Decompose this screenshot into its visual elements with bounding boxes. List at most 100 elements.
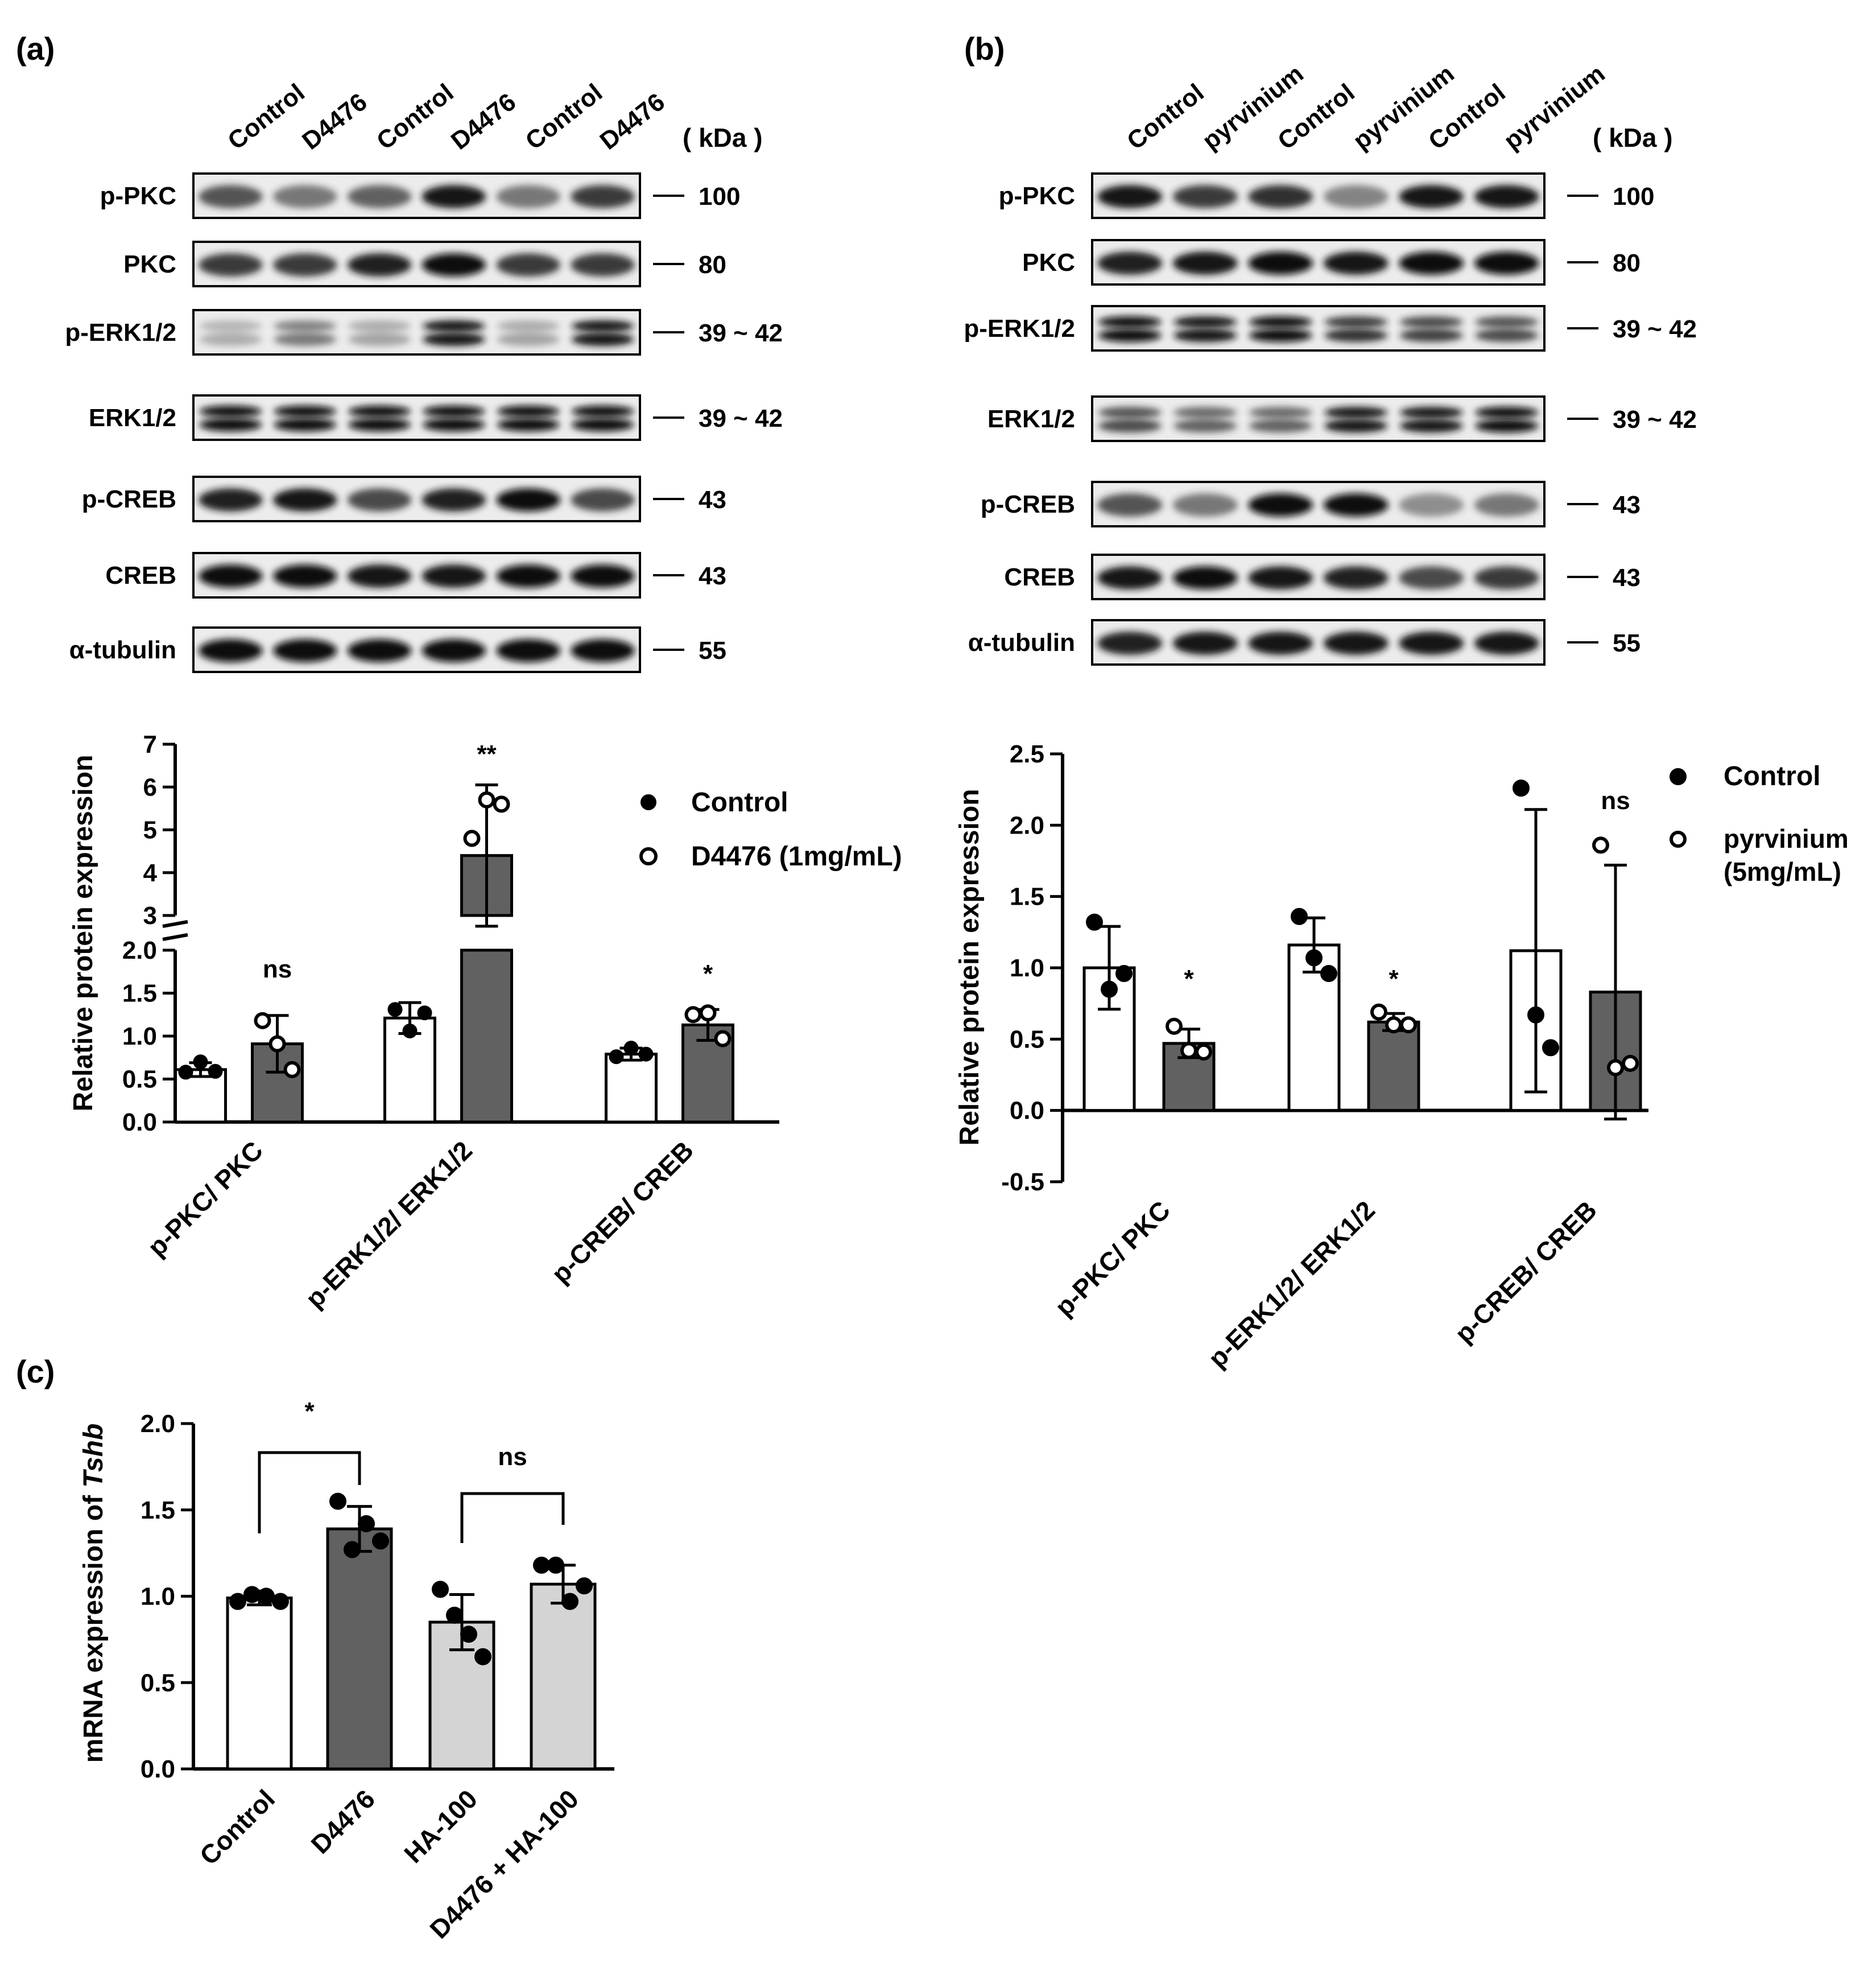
bar [1367,1020,1420,1112]
data-point [547,1556,564,1574]
band [496,639,561,662]
data-point [402,1023,418,1038]
band [199,564,263,588]
blot-label: p-ERK1/2 [65,319,176,347]
data-point [344,1541,361,1558]
band [571,185,635,208]
lane-label: Control [371,79,458,155]
blot-frame [192,172,641,219]
band [199,253,263,277]
band [274,332,337,347]
blot-frame [1091,395,1546,442]
band [1474,251,1539,275]
lane-label: D4476 [446,88,521,155]
y-axis-label: Relative protein expression [954,789,985,1146]
band [1324,328,1388,343]
blot-frame [1091,305,1546,352]
y-tick-label: 1.5 [122,980,157,1008]
y-tick-label: 2.0 [141,1410,175,1438]
band [347,639,412,662]
significance-label: * [304,1397,315,1425]
data-point [372,1532,389,1550]
band [1399,185,1464,208]
band [1097,493,1163,517]
data-point [1370,1003,1387,1021]
axis-break [162,933,188,941]
band [1172,185,1238,208]
band [1399,406,1463,419]
data-point [1607,1059,1624,1076]
y-tick-label: 1.0 [1010,954,1044,982]
band [1098,406,1162,419]
data-point [208,1063,223,1079]
band [348,320,411,332]
y-tick-label: 2.0 [1010,811,1044,839]
band [496,185,561,208]
data-point [1670,768,1687,785]
kda-value: 43 [1613,491,1641,519]
band [1323,185,1389,208]
blot-label: p-CREB [82,485,176,513]
kda-value: 80 [1613,249,1641,277]
lane-label: Control [222,79,309,155]
band [199,185,263,208]
significance-label: ** [477,740,497,768]
band [272,488,337,512]
data-point [1622,1054,1639,1072]
band [1474,185,1539,208]
blot-label: α-tubulin [69,636,176,664]
band [497,332,560,347]
panel-b-blots: (b)ControlpyrviniumControlpyrviniumContr… [964,31,1697,666]
data-point [1166,1017,1183,1035]
kda-value: 80 [699,251,726,279]
y-axis-label: Relative protein expression [68,755,98,1112]
data-point [493,795,510,813]
band [1399,493,1464,517]
panel-label-a: (a) [16,31,55,67]
y-axis-label: mRNA expression of Tshb [78,1424,109,1763]
band [1097,185,1163,208]
band [1172,251,1238,275]
data-point [268,1035,286,1053]
data-point [463,830,481,847]
y-tick-label: -0.5 [1001,1168,1044,1196]
kda-value: 55 [1613,629,1641,657]
significance-label: ns [263,955,292,983]
data-point [1086,913,1103,931]
blot-label: α-tubulin [968,629,1075,657]
kda-value: 39 ~ 42 [699,405,783,432]
band [1097,251,1163,275]
band [1324,406,1388,419]
band [1475,406,1539,419]
data-point [387,1002,403,1017]
band [1475,328,1539,343]
data-point [561,1593,578,1610]
blot-label: p-ERK1/2 [964,315,1075,343]
kda-value: 55 [699,637,726,665]
band [199,320,262,332]
legend-label: (5mg/mL) [1724,857,1841,886]
band [1399,632,1464,655]
band [348,418,411,432]
band [1097,566,1163,589]
significance-label: * [703,960,713,988]
x-tick-label: p-CREB/ CREB [1449,1195,1602,1348]
axis-break [162,920,188,928]
lane-label: D4476 [595,88,670,155]
band [272,253,337,277]
band [1172,493,1238,517]
band [1248,493,1313,517]
data-point [1670,831,1687,848]
band [571,405,634,418]
band [1475,419,1539,433]
band [422,185,486,208]
blot-frame [1091,554,1546,600]
comparison-bracket [460,1492,565,1543]
panel-a-blots: (a)ControlD4476ControlD4476ControlD4476(… [16,31,783,673]
data-point [1195,1043,1212,1061]
band [571,639,635,662]
data-point [283,1061,301,1078]
x-tick-label: p-ERK1/2/ ERK1/2 [1203,1195,1381,1373]
band [571,418,634,432]
blot-frame [192,552,641,599]
